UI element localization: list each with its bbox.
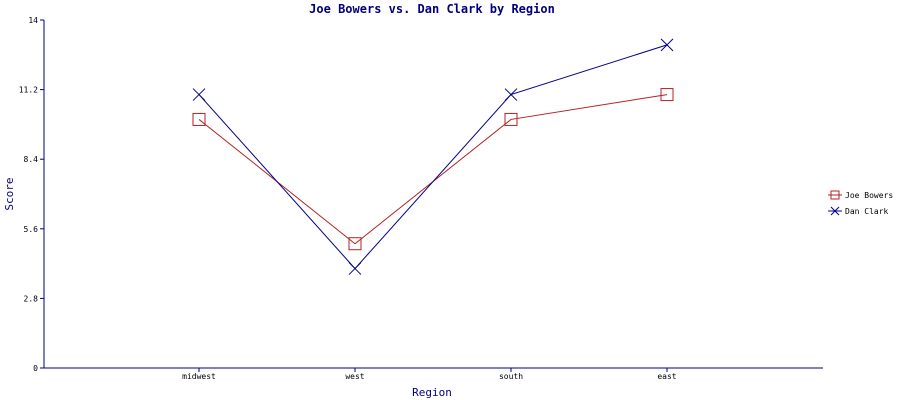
series-line — [198, 44, 668, 270]
series-1 — [192, 88, 674, 251]
chart-title: Joe Bowers vs. Dan Clark by Region — [309, 2, 555, 16]
y-tick-label: 5.6 — [24, 225, 39, 234]
marker-stroke — [504, 88, 518, 101]
y-axis-ticks: 0 2.8 5.6 8.4 11.2 14 — [19, 16, 44, 373]
axes — [43, 20, 823, 369]
legend-label: Joe Bowers — [845, 191, 893, 200]
y-tick-label: 11.2 — [19, 86, 38, 95]
marker-stroke — [660, 38, 674, 52]
data-point — [504, 112, 518, 126]
x-axis-label: Region — [412, 386, 452, 399]
x-axis-ticks: midwest west south east — [182, 368, 677, 381]
data-point — [348, 237, 362, 251]
legend-item: Dan Clark — [828, 206, 889, 216]
legend-marker — [830, 190, 840, 200]
y-tick-label: 14 — [28, 16, 38, 25]
data-point — [660, 88, 674, 102]
series-layer — [192, 38, 674, 275]
x-tick-label: south — [499, 372, 523, 381]
legend-marker — [830, 206, 840, 216]
y-tick-label: 8.4 — [24, 155, 39, 164]
series-line — [198, 94, 668, 245]
series-2 — [192, 38, 674, 275]
legend: Joe Bowers Dan Clark — [828, 190, 893, 216]
x-tick-label: east — [657, 372, 676, 381]
y-tick-label: 0 — [33, 364, 38, 373]
data-point — [348, 262, 362, 275]
y-tick-label: 2.8 — [24, 294, 39, 303]
marker-stroke — [192, 88, 206, 101]
data-point — [504, 88, 518, 101]
marker-stroke — [830, 206, 840, 216]
data-point — [192, 112, 206, 126]
legend-label: Dan Clark — [845, 207, 889, 216]
data-point — [660, 38, 674, 52]
x-tick-label: west — [345, 372, 364, 381]
legend-item: Joe Bowers — [828, 190, 893, 200]
x-tick-label: midwest — [182, 372, 216, 381]
y-axis-label: Score — [3, 177, 16, 210]
data-point — [192, 88, 206, 101]
marker-stroke — [348, 262, 362, 275]
